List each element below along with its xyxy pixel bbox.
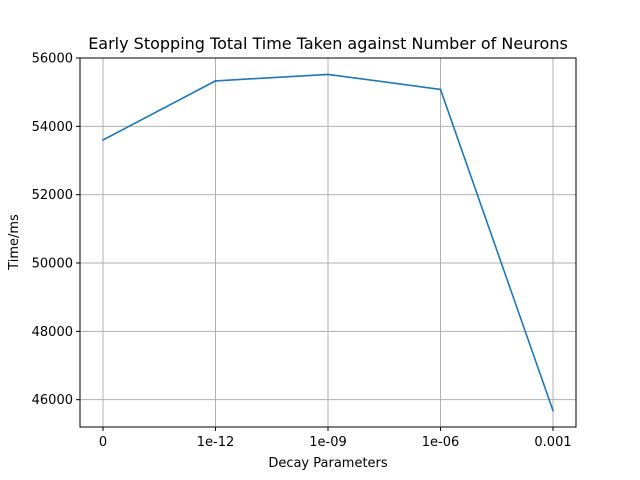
data-point	[552, 409, 554, 412]
data-point	[102, 139, 104, 141]
axes: 0 1e-12 1e-09 1e-06 0.001 46000 48000 50000 5200…	[32, 52, 572, 451]
y-tick-label: 48000	[32, 325, 73, 340]
y-tick-label: 54000	[32, 120, 73, 135]
y-axis-label: Time/ms	[7, 214, 22, 271]
data-point	[439, 88, 442, 91]
x-tick-label: 0	[99, 435, 107, 450]
x-axis-label: Decay Parameters	[268, 456, 388, 471]
chart-title: Early Stopping Total Time Taken against …	[88, 34, 568, 53]
y-tick-label: 46000	[32, 393, 73, 408]
x-tick-label: 1e-12	[197, 435, 235, 450]
y-tick-label: 52000	[32, 188, 73, 203]
x-tick-label: 1e-06	[422, 435, 460, 450]
x-tick-label: 1e-09	[309, 435, 347, 450]
x-tick-label: 0.001	[534, 435, 571, 450]
data-point	[214, 79, 217, 82]
plot-area	[102, 73, 554, 412]
data-point	[327, 73, 329, 76]
y-tick-label: 56000	[32, 52, 73, 67]
y-tick-label: 50000	[32, 257, 73, 272]
